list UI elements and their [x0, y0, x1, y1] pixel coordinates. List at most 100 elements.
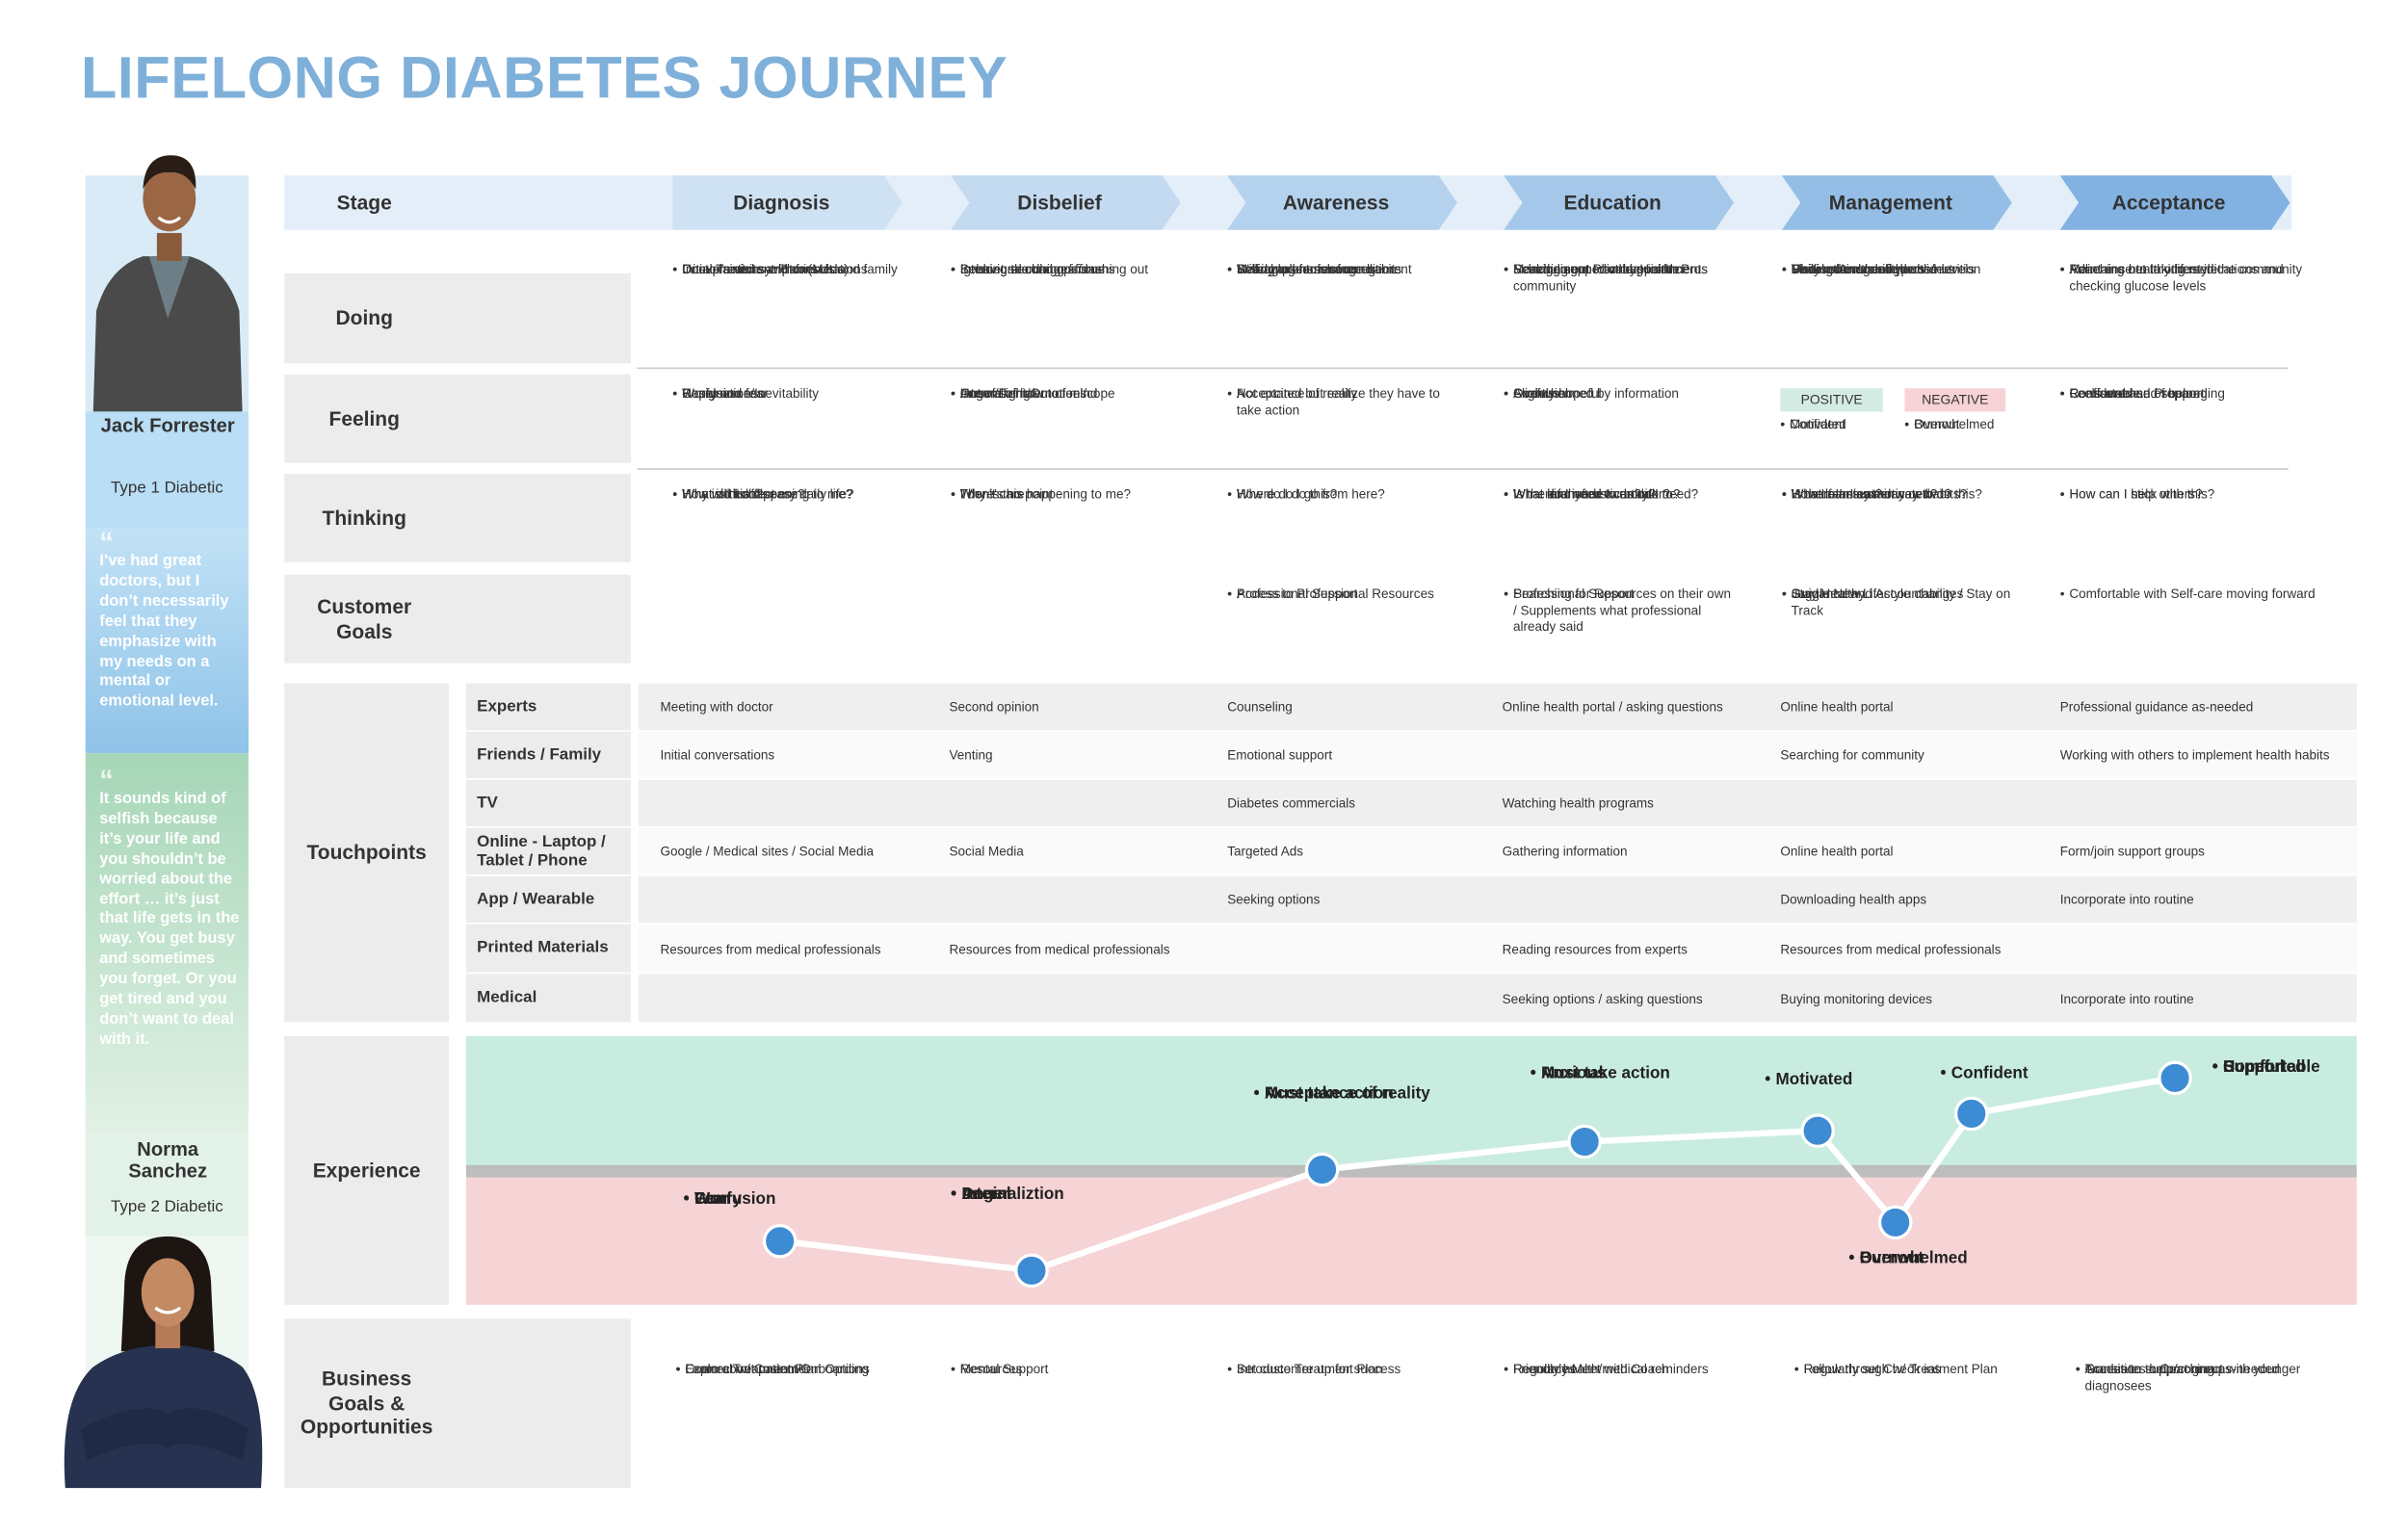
touchpoint-cell: Reading resources from experts — [1502, 940, 1688, 956]
touchpoint-rows — [465, 683, 2357, 1023]
list-item: Visiting healthcare providers — [1782, 261, 1954, 277]
channel-bg — [465, 827, 631, 875]
list-item: Internalizing emotions — [951, 385, 1086, 402]
row-label-bg — [284, 1035, 450, 1305]
row-label-bg — [284, 1318, 631, 1489]
row-label-bg — [284, 473, 631, 562]
list-item: Fear — [684, 1189, 729, 1210]
touchpoint-cell: Diabetes commercials — [1227, 795, 1356, 811]
row-label-bg — [284, 273, 631, 364]
stage-chevron — [672, 175, 903, 230]
stage-chevron — [951, 175, 1181, 230]
stage-chevron — [1504, 175, 1734, 230]
touchpoint-cell: Seeking options / asking questions — [1502, 990, 1703, 1006]
curve-point — [1877, 1205, 1913, 1240]
persona-quote: I’ve had great doctors, but I don’t nece… — [99, 532, 239, 714]
list-item: Burnout — [1904, 416, 1959, 432]
list-item: Confident — [1941, 1064, 2028, 1084]
list-item: Reaching out to others in the community — [1504, 261, 1737, 295]
channel-bg — [465, 875, 631, 924]
persona-bg — [85, 411, 249, 529]
curve-line — [779, 1075, 2176, 1274]
channel-bg — [465, 924, 631, 973]
touchpoint-cell: Counseling — [1227, 698, 1293, 715]
list-item: Worry and fear — [672, 385, 768, 402]
persona-type: Type 2 Diabetic — [111, 1197, 223, 1216]
touchpoint-cell: Buying monitoring devices — [1780, 990, 1933, 1006]
stage-label: Diagnosis — [733, 191, 830, 215]
touchpoint-cell: Searching for community — [1780, 746, 1924, 763]
list-item: Must take action — [1254, 1084, 1394, 1105]
curve-point — [1954, 1096, 1989, 1132]
list-item: Why is this happening to me? — [951, 486, 1131, 503]
curve-point — [2158, 1060, 2192, 1096]
list-item: Resources — [951, 1361, 1022, 1377]
row-label: Business Goals & Opportunities — [300, 1367, 433, 1439]
positive-tag-label: POSITIVE — [1800, 391, 1863, 407]
row-label: Customer Goals — [317, 594, 412, 642]
touchpoint-cell: Resources from medical professionals — [660, 940, 881, 956]
touchpoint-cell: Emotional support — [1227, 746, 1333, 763]
touchpoint-cell: Resources from medical professionals — [1780, 940, 2002, 956]
list-item: Hopeful — [2212, 1057, 2285, 1078]
channel-label: Printed Materials — [477, 938, 609, 957]
touchpoint-cell: Working with others to implement health … — [2059, 746, 2330, 763]
channel-row-bg — [638, 875, 2357, 924]
list-item: Must take action — [1531, 1064, 1670, 1084]
persona-quote: It sounds kind of selfish because it’s y… — [99, 768, 239, 1051]
channel-label: Medical — [477, 988, 537, 1007]
touchpoint-cell: Seeking options — [1227, 891, 1321, 907]
row-label: Doing — [335, 306, 393, 330]
row-label: Thinking — [322, 506, 406, 530]
touchpoint-cell: Incorporate into routine — [2059, 990, 2194, 1006]
touchpoint-cell: Online health portal / asking questions — [1502, 698, 1723, 715]
channel-bg — [465, 974, 631, 1023]
persona-type: Type 1 Diabetic — [111, 478, 223, 498]
touchpoint-cell: Downloading health apps — [1780, 891, 1927, 907]
list-item: Motivated — [1765, 1070, 1852, 1090]
channel-label: Online - Laptop / Tablet / Phone — [477, 831, 606, 871]
list-item: Comfortable with Self-care moving forwar… — [2060, 586, 2316, 602]
row-label: Feeling — [328, 406, 400, 430]
touchpoint-cell: Google / Medical sites / Social Media — [660, 843, 874, 859]
list-item: Where do I go from here? — [1227, 486, 1385, 503]
channel-bg — [465, 779, 631, 827]
channel-row-bg — [638, 683, 2357, 731]
title: LIFELONG DIABETES JOURNEY — [80, 46, 1008, 113]
list-item: Behavioral changes / lashing out — [951, 261, 1148, 277]
persona-name: Jack Forrester — [100, 414, 235, 437]
touchpoint-cell: Watching health programs — [1502, 795, 1654, 811]
neutral-band — [465, 1164, 2357, 1178]
touchpoint-cell: Social Media — [949, 843, 1024, 859]
list-item: Professional Support — [1227, 586, 1357, 602]
list-item: What can I eat? — [1782, 486, 1882, 503]
stage-label: Disbelief — [1017, 191, 1102, 215]
stage-label: Management — [1828, 191, 1952, 215]
list-item: Overwhelmed by information — [1504, 385, 1679, 402]
curve-point — [1304, 1152, 1340, 1187]
list-item: How will it affect my daily life? — [672, 486, 853, 503]
row-label: Stage — [336, 190, 392, 215]
stage-label: Education — [1563, 191, 1662, 215]
persona-bg — [85, 1133, 249, 1237]
list-item: Denial — [951, 1185, 1011, 1206]
list-item: Initial Treatment Plan (Meds) — [672, 261, 848, 277]
curve-point — [762, 1223, 798, 1259]
negative-tag-label: NEGATIVE — [1922, 391, 1989, 407]
list-item: Learn about patient/Onboarding — [676, 1361, 869, 1377]
experience-curve — [762, 1060, 2192, 1289]
channel-row-bg — [638, 779, 2357, 827]
touchpoint-cell: Form/join support groups — [2059, 843, 2205, 859]
touchpoint-cell: Gathering information — [1502, 843, 1628, 859]
list-item: How can I help others? — [2060, 486, 2203, 503]
row-label: Touchpoints — [306, 840, 427, 865]
row-label: Experience — [312, 1158, 421, 1183]
list-item: Making plans for management — [1227, 261, 1411, 277]
channel-bg — [465, 731, 631, 779]
row-label-bg — [284, 574, 631, 664]
row-label-bg — [284, 374, 631, 463]
list-item: Is there anyone I can talk to? — [1504, 486, 1680, 503]
negative-tag — [1904, 388, 2006, 412]
touchpoint-cell: Resources from medical professionals — [949, 940, 1170, 956]
